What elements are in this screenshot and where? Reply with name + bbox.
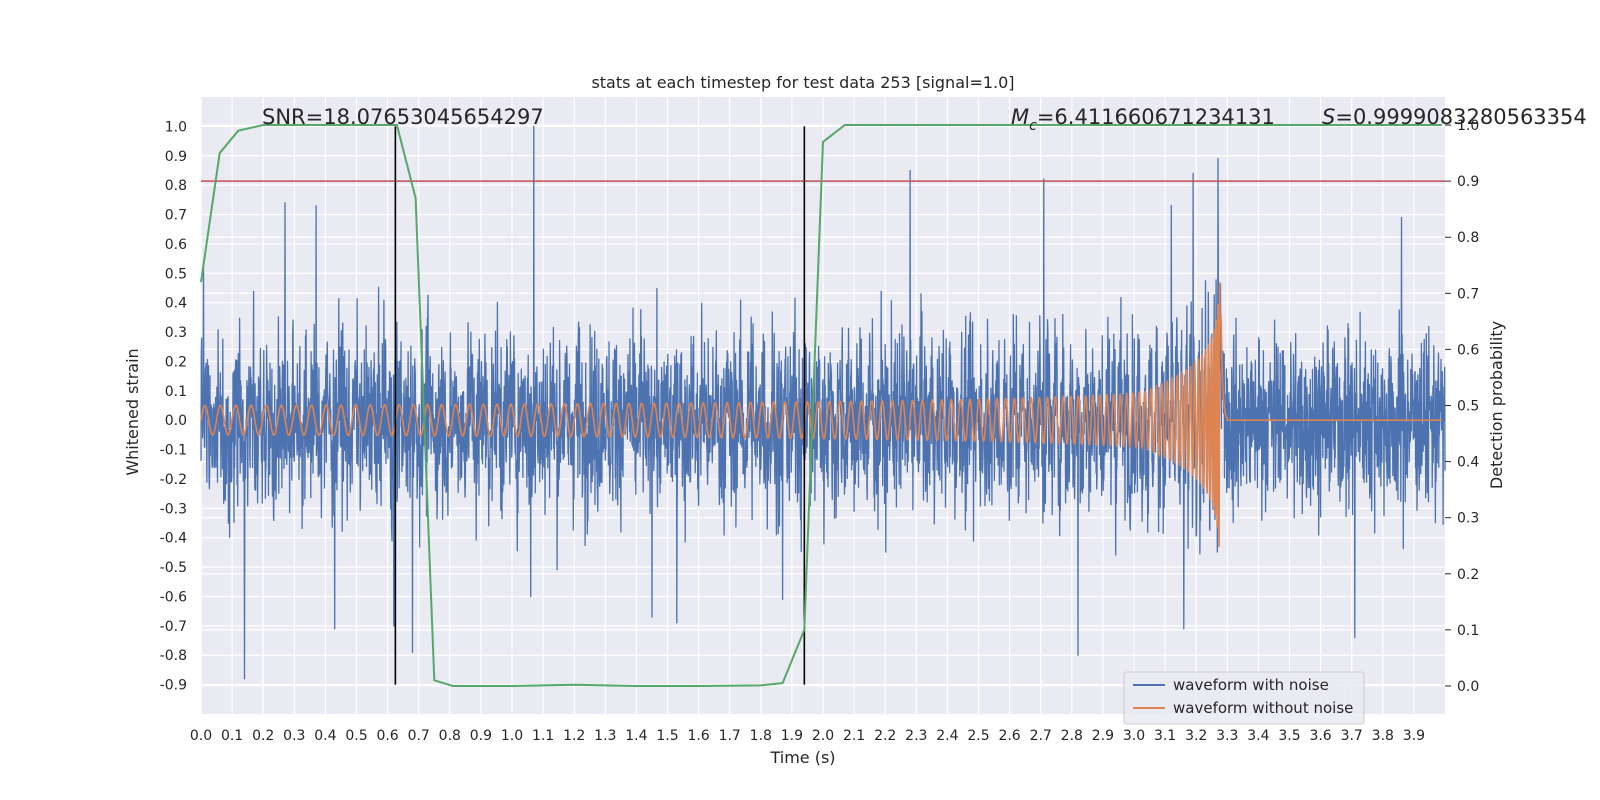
x-tick-label: 0.2 (252, 728, 274, 744)
x-tick-label: 0.5 (345, 728, 367, 744)
x-tick-label: 0.6 (376, 728, 398, 744)
x-tick-label: 2.9 (1092, 728, 1114, 744)
y-axis-ticks: 1.0 0.9 0.8 0.7 0.6 0.5 0.4 0.3 0.2 0.1 0.0 -0.1 -0.… (160, 119, 187, 693)
y-tick-label: 1.0 (165, 119, 187, 135)
x-tick-label: 0.8 (439, 728, 461, 744)
y-tick-label: 0.0 (165, 413, 187, 429)
y-tick-label: 0.7 (165, 208, 187, 224)
y-axis-label: Whitened strain (123, 348, 142, 475)
x-tick-label: 3.6 (1309, 728, 1331, 744)
y-right-axis-label: Detection probability (1487, 321, 1506, 489)
y-tick-label: -0.9 (160, 678, 187, 694)
noisy-waveform-line (200, 125, 1446, 680)
legend-box (1123, 671, 1365, 725)
y-tick-label: -0.5 (160, 560, 187, 576)
noisy-waveform-series (200, 125, 1446, 680)
x-tick-label: 1.4 (625, 728, 647, 744)
y-tick-label: -0.2 (160, 472, 187, 488)
x-tick-label: 3.7 (1341, 728, 1363, 744)
x-tick-label: 1.0 (501, 728, 523, 744)
x-tick-label: 2.7 (1030, 728, 1052, 744)
x-tick-label: 2.8 (1061, 728, 1083, 744)
y-tick-label: 0.1 (165, 384, 187, 400)
y-right-tick-label: 0.9 (1457, 174, 1479, 190)
x-tick-label: 3.0 (1123, 728, 1145, 744)
x-tick-label: 2.1 (843, 728, 865, 744)
legend: waveform with noise waveform without noi… (1123, 671, 1365, 725)
y-tick-label: 0.5 (165, 266, 187, 282)
x-tick-label: 2.4 (936, 728, 958, 744)
y-tick-label: -0.1 (160, 443, 187, 459)
y-tick-label: 0.8 (165, 178, 187, 194)
y-right-tick-label: 0.5 (1457, 399, 1479, 415)
y-tick-label: 0.2 (165, 354, 187, 370)
vertical-markers (394, 126, 806, 685)
x-tick-label: 0.1 (221, 728, 243, 744)
chirp-mass-annotation: Mc=6.411660671234131 (1011, 105, 1275, 134)
snr-annotation: SNR=18.07653045654297 (262, 105, 544, 129)
y-right-tick-label: 0.7 (1457, 286, 1479, 302)
x-tick-label: 2.6 (998, 728, 1020, 744)
x-tick-label: 1.3 (594, 728, 616, 744)
y-right-tick-label: 0.2 (1457, 567, 1479, 583)
x-tick-label: 2.2 (874, 728, 896, 744)
x-tick-label: 3.4 (1247, 728, 1269, 744)
x-tick-label: 1.1 (532, 728, 554, 744)
detection-stat-value: =0.9999083280563354 (1335, 105, 1586, 129)
y-tick-label: -0.4 (160, 531, 187, 547)
chirp-mass-subscript: c (1029, 118, 1037, 134)
legend-label-clean: waveform without noise (1173, 699, 1353, 717)
y-tick-label: 0.4 (165, 296, 187, 312)
x-tick-label: 0.9 (470, 728, 492, 744)
y-right-tick-label: 0.3 (1457, 511, 1479, 527)
x-tick-label: 3.9 (1403, 728, 1425, 744)
y-right-tick-label: 0.6 (1457, 342, 1479, 358)
y-right-tick-label: 0.8 (1457, 230, 1479, 246)
detection-probability-series (200, 124, 1442, 687)
x-tick-label: 0.3 (283, 728, 305, 744)
y-right-tick-label: 0.0 (1457, 679, 1479, 695)
y-tick-label: -0.8 (160, 648, 187, 664)
x-tick-label: 1.5 (656, 728, 678, 744)
y-tick-label: -0.7 (160, 619, 187, 635)
chart-title: stats at each timestep for test data 253… (591, 73, 1014, 92)
x-axis-ticks: 0.0 0.1 0.2 0.3 0.4 0.5 0.6 0.7 0.8 0.9 1.0 1.1 1.2 1… (190, 728, 1425, 744)
x-tick-label: 2.5 (967, 728, 989, 744)
y-tick-label: 0.9 (165, 149, 187, 165)
x-tick-label: 3.3 (1216, 728, 1238, 744)
legend-label-noisy: waveform with noise (1173, 676, 1329, 694)
detection-stat-annotation: S=0.9999083280563354 (1322, 105, 1587, 129)
y-tick-label: 0.6 (165, 237, 187, 253)
detection-stat-symbol: S (1322, 105, 1335, 129)
clean-waveform-line (200, 282, 1442, 547)
x-tick-label: 3.2 (1185, 728, 1207, 744)
chirp-mass-symbol: M (1011, 105, 1029, 129)
x-tick-label: 1.6 (687, 728, 709, 744)
clean-waveform-series (200, 282, 1442, 547)
x-tick-label: 2.3 (905, 728, 927, 744)
detection-probability-line (200, 124, 1442, 687)
x-tick-label: 1.8 (750, 728, 772, 744)
x-tick-label: 1.9 (781, 728, 803, 744)
x-tick-label: 2.0 (812, 728, 834, 744)
x-tick-label: 3.1 (1154, 728, 1176, 744)
y-right-tick-label: 0.4 (1457, 455, 1479, 471)
y-right-tick-label: 1.0 (1457, 118, 1479, 134)
y-tick-label: 0.3 (165, 325, 187, 341)
x-tick-label: 1.7 (719, 728, 741, 744)
x-tick-label: 3.5 (1278, 728, 1300, 744)
x-tick-label: 0.7 (408, 728, 430, 744)
x-tick-label: 0.4 (314, 728, 336, 744)
x-tick-label: 0.0 (190, 728, 212, 744)
chirp-mass-value: =6.411660671234131 (1037, 105, 1275, 129)
x-axis-label: Time (s) (769, 748, 835, 767)
y-right-axis-ticks: 1.0 0.9 0.8 0.7 0.6 0.5 0.4 0.3 0.2 0.1 0.0 (1445, 118, 1479, 695)
x-tick-label: 3.8 (1372, 728, 1394, 744)
x-tick-label: 1.2 (563, 728, 585, 744)
y-right-tick-label: 0.1 (1457, 623, 1479, 639)
y-tick-label: -0.6 (160, 589, 187, 605)
y-tick-label: -0.3 (160, 501, 187, 517)
